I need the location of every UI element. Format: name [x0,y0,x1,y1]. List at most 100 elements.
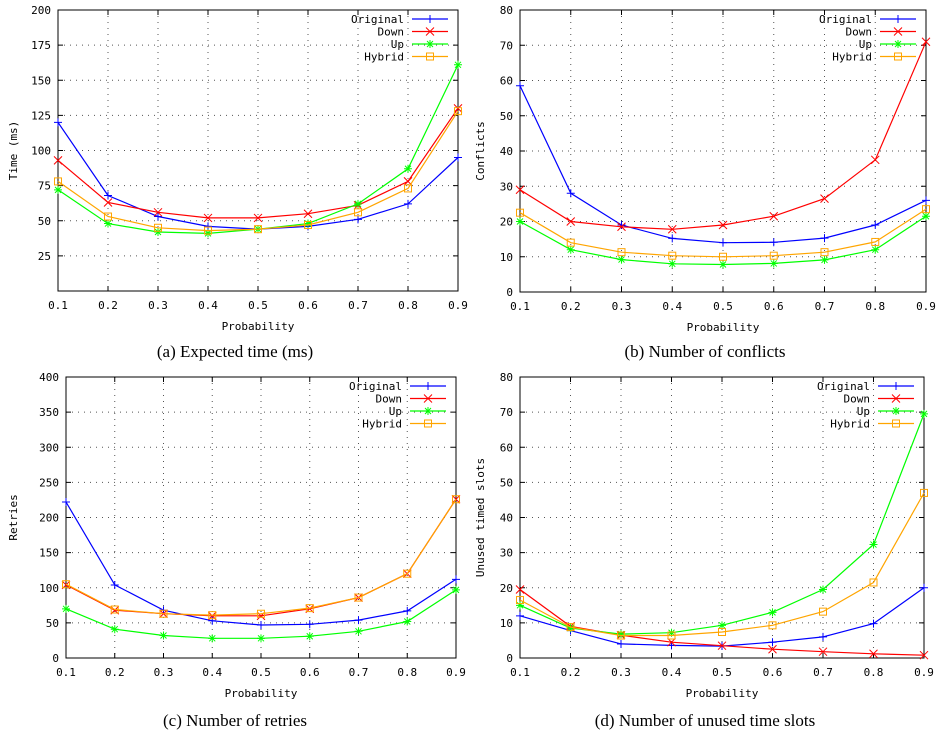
legend-marker [424,382,432,390]
y-axis-label: Unused timed slots [474,458,487,577]
data-point [566,189,575,198]
x-tick-label: 0.6 [764,300,784,313]
data-point [566,245,575,254]
data-point [718,628,726,637]
x-tick-label: 0.9 [446,666,466,679]
data-point [667,628,676,637]
chart-expected-time: 0.1 0.2 0.3 0.4 0.5 0.6 0.7 0.8 0.9 25 50 75 100 125 1… [7,4,468,333]
caption-retries: (c) Number of retries [163,711,307,730]
y-tick-label: 175 [31,39,51,52]
y-tick-label: 50 [46,617,59,630]
data-point [254,225,262,234]
y-tick-label: 0 [506,652,513,665]
x-tick-label: 0.2 [105,666,125,679]
data-point [566,217,576,226]
caption-expected-time: (a) Expected time (ms) [156,342,314,361]
y-tick-label: 40 [500,145,513,158]
data-point [667,637,676,647]
data-point [404,199,412,208]
data-point [159,609,168,618]
data-point [354,616,363,625]
series-line [519,492,925,637]
data-point [818,647,828,657]
plot-frame [519,9,927,293]
data-point [920,488,928,497]
data-point [154,223,162,232]
data-point [869,649,878,659]
data-point [668,234,677,243]
x-tick-label: 0.9 [448,299,468,312]
data-point [204,226,212,235]
data-point [62,498,70,507]
legend-label: Up [389,405,402,418]
data-point [819,607,827,616]
data-point [566,623,575,632]
data-point [304,220,312,229]
data-point [617,248,626,257]
x-tick-label: 0.1 [48,299,68,312]
data-point [769,238,778,247]
series-up [54,60,462,238]
x-axis-label: Probability [225,687,298,700]
caption-unused-slots: (d) Number of unused time slots [594,711,816,730]
data-point [404,164,412,173]
panel-expected-time: 0.1 0.2 0.3 0.4 0.5 0.6 0.7 0.8 0.9 25 50 75 100 125 1… [0,0,470,368]
data-point [516,208,524,217]
data-point [869,578,878,587]
data-point [454,60,462,69]
y-axis-label: Time (ms) [7,121,20,181]
data-point [617,255,626,264]
y-tick-label: 10 [500,617,513,630]
x-tick-label: 0.3 [148,299,168,312]
data-point [819,632,827,641]
x-tick-label: 0.1 [56,666,76,679]
series-down [515,37,931,234]
x-tick-label: 0.2 [561,666,581,679]
y-tick-label: 80 [500,4,513,17]
data-point [454,153,462,162]
data-point [718,220,728,230]
axes: 0.1 0.2 0.3 0.4 0.5 0.6 0.7 0.8 0.9 0 50 100 150 200 2… [39,371,466,679]
data-point [667,631,676,640]
plot-frame [519,376,925,659]
x-axis-label: Probability [687,321,760,334]
series-line [519,85,927,244]
x-tick-label: 0.1 [510,666,530,679]
data-point [719,252,727,261]
data-point [871,221,880,230]
data-point [617,221,626,230]
data-point [204,222,212,231]
legend-marker [425,27,435,36]
y-tick-label: 25 [38,250,51,263]
data-point [154,212,162,221]
x-tick-label: 0.3 [154,666,174,679]
data-point [718,621,726,630]
y-axis-label: Conflicts [474,121,487,181]
data-point [617,630,625,639]
legend-marker [892,419,900,428]
legend-marker [426,40,434,48]
series-original [516,81,930,247]
legend-marker [891,394,901,403]
legend-marker [894,52,902,61]
x-tick-label: 0.9 [914,666,934,679]
data-point [204,229,212,238]
data-point [566,238,575,247]
y-tick-label: 70 [500,406,513,419]
x-axis-label: Probability [686,687,759,700]
x-tick-label: 0.5 [712,666,732,679]
data-point [922,196,930,205]
legend-marker [424,407,432,415]
data-point [617,639,625,648]
x-tick-label: 0.8 [865,300,885,313]
series-hybrid [54,107,462,235]
data-point [257,620,265,629]
grid [58,10,458,291]
data-point [110,605,119,614]
data-point [922,212,930,221]
legend-marker [894,40,902,48]
data-point [516,217,524,226]
data-point [920,409,928,418]
data-point [203,213,213,223]
